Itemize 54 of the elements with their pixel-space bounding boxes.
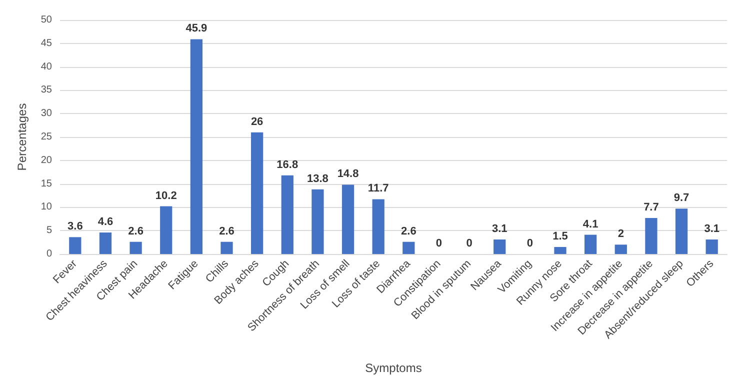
bar (372, 199, 384, 254)
bar (99, 232, 112, 254)
y-tick-label: 50 (40, 14, 52, 26)
data-label: 0 (436, 238, 442, 250)
bar (554, 246, 566, 254)
y-tick-label: 5 (46, 225, 52, 236)
bar (675, 208, 688, 254)
y-tick-label: 10 (40, 202, 52, 213)
y-tick-label: 15 (40, 178, 52, 190)
data-label: 3.1 (492, 222, 508, 235)
data-label: 13.8 (306, 172, 328, 185)
bar (706, 239, 718, 254)
data-label: 26 (250, 116, 264, 128)
data-label: 11.7 (368, 182, 389, 195)
y-tick-label: 35 (40, 84, 52, 96)
bar (281, 175, 294, 254)
bar (251, 132, 264, 254)
data-label: 2.6 (401, 225, 416, 238)
data-label: 2 (618, 228, 624, 240)
data-label: 0 (466, 238, 472, 250)
data-label: 14.8 (337, 168, 359, 180)
y-tick-label: 25 (40, 132, 52, 142)
y-tick-label: 20 (40, 154, 52, 166)
bar (645, 218, 658, 254)
data-label: 2.6 (128, 225, 144, 238)
bar (584, 234, 597, 254)
data-label: 7.7 (644, 201, 659, 214)
data-label: 2.6 (219, 225, 234, 238)
data-label: 3.6 (68, 220, 83, 233)
bar (312, 189, 324, 254)
bar (190, 39, 202, 254)
data-label: 45.9 (186, 22, 208, 35)
y-tick-label: 45 (40, 38, 52, 49)
bar (614, 244, 627, 254)
bar (402, 242, 415, 254)
y-tick-label: 30 (40, 108, 52, 120)
data-label: 9.7 (674, 192, 690, 204)
bar (494, 239, 506, 254)
y-tick-label: 40 (40, 61, 52, 72)
bar (69, 237, 82, 254)
bar (160, 206, 172, 254)
bar (220, 242, 233, 254)
data-label: 16.8 (276, 158, 298, 171)
data-label: 4.1 (582, 218, 598, 230)
y-axis-title: Percentages (15, 103, 29, 171)
data-label: 0 (526, 238, 533, 250)
data-label: 3.1 (704, 222, 720, 235)
x-axis-title: Symptoms (365, 361, 422, 375)
y-tick-label: 0 (46, 248, 52, 260)
data-label: 4.6 (98, 216, 114, 228)
bar (342, 184, 354, 254)
data-label: 10.2 (155, 190, 177, 202)
bar (130, 242, 142, 254)
data-label: 1.5 (552, 230, 568, 242)
